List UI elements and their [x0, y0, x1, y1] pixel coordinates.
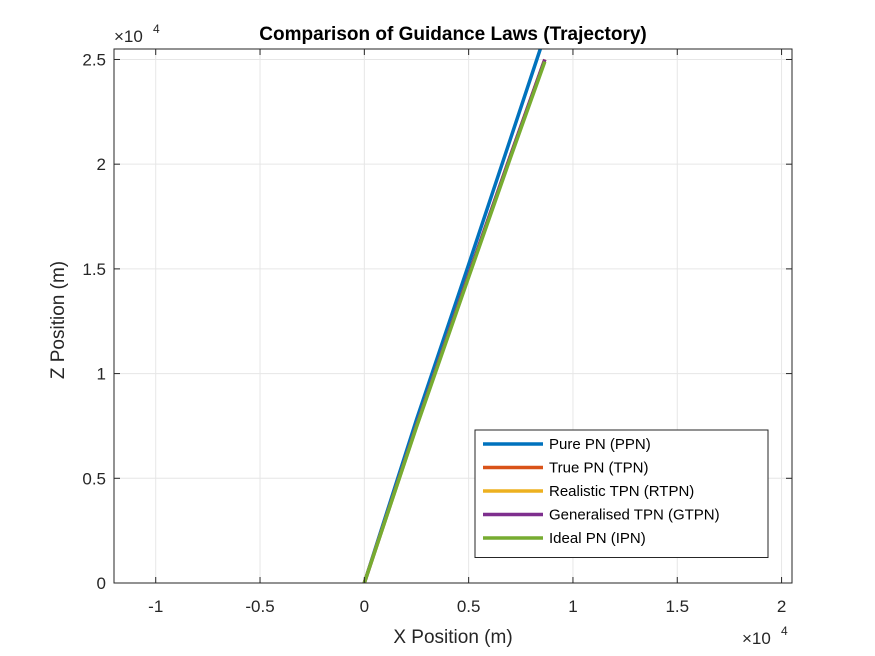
legend-label: Generalised TPN (GTPN) — [549, 507, 720, 524]
legend-label: Pure PN (PPN) — [549, 436, 651, 453]
x-tick-label: -0.5 — [245, 597, 274, 616]
y-exponent-base: ×10 — [114, 27, 143, 46]
y-exponent-power: 4 — [153, 22, 160, 36]
series-line-5 — [362, 61, 547, 583]
axes-box — [113, 48, 793, 584]
legend-label: Ideal PN (IPN) — [549, 530, 646, 547]
y-tick-label: 0 — [97, 574, 106, 593]
chart-title: Comparison of Guidance Laws (Trajectory) — [259, 24, 646, 45]
x-tick-label: -1 — [148, 597, 163, 616]
y-tick-label: 2.5 — [82, 50, 106, 69]
y-tick-label: 0.5 — [82, 469, 106, 488]
legend-label: Realistic TPN (RTPN) — [549, 483, 694, 500]
x-exponent-label: ×10 4 — [742, 624, 788, 648]
legend-label: True PN (TPN) — [549, 460, 648, 477]
x-tick-label: 0 — [360, 597, 369, 616]
x-tick-label: 1 — [568, 597, 577, 616]
y-exponent-label: ×10 4 — [114, 22, 160, 46]
x-exponent-base: ×10 — [742, 629, 771, 648]
series-layer — [362, 49, 547, 583]
x-exponent-power: 4 — [781, 624, 788, 638]
y-axis-label: Z Position (m) — [48, 261, 69, 379]
x-axis-label: X Position (m) — [393, 627, 512, 648]
ticks: -1 -0.5 0 0.5 1 1.5 2 0 0.5 1 1.5 2 2.5 — [82, 49, 792, 616]
x-tick-label: 0.5 — [457, 597, 481, 616]
x-tick-label: 1.5 — [665, 597, 689, 616]
y-tick-label: 1.5 — [82, 260, 106, 279]
x-tick-label: 2 — [777, 597, 786, 616]
y-tick-label: 1 — [97, 365, 106, 384]
legend: Pure PN (PPN) True PN (TPN) Realistic TPN … — [474, 429, 769, 558]
y-tick-label: 2 — [97, 155, 106, 174]
